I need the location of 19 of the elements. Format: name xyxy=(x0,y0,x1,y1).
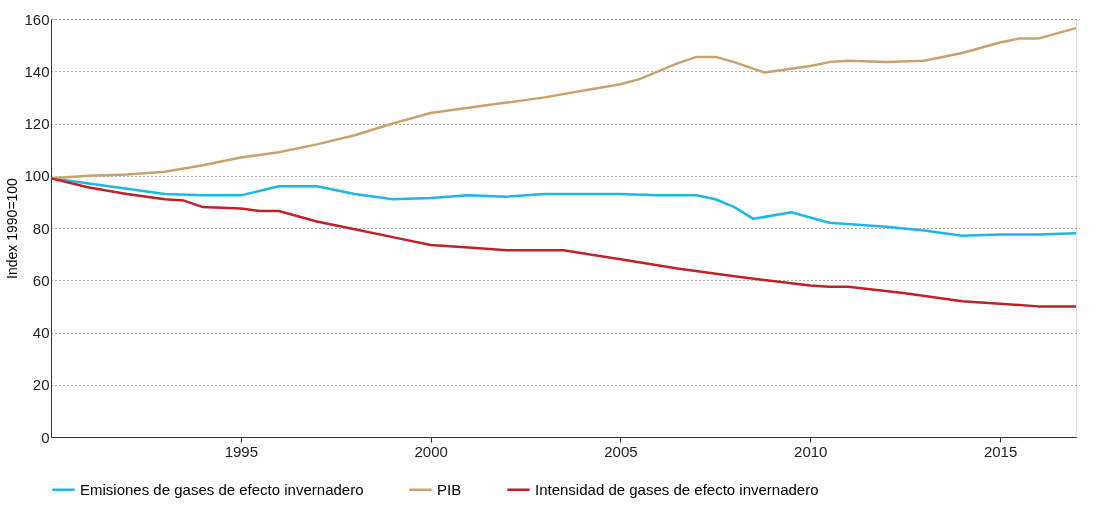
legend-label: PIB xyxy=(437,480,462,498)
x-tick-label: 2005 xyxy=(604,442,638,460)
y-tick-label: 140 xyxy=(24,62,50,80)
legend-label: Intensidad de gases de efecto invernadero xyxy=(535,480,819,498)
y-axis-title: Index 1990=100 xyxy=(4,177,21,279)
x-tick-label: 1995 xyxy=(224,442,258,460)
line-series xyxy=(49,177,1078,308)
y-tick-label: 80 xyxy=(32,219,50,237)
legend-label: Emisiones de gases de efecto invernadero xyxy=(80,480,364,498)
y-tick-label: 100 xyxy=(24,167,50,185)
y-tick-label: 0 xyxy=(41,428,50,446)
x-tick-label: 2000 xyxy=(414,442,448,460)
x-tick-label: 2015 xyxy=(983,442,1018,460)
x-tick-label: 2010 xyxy=(794,442,828,460)
y-tick-label: 40 xyxy=(32,324,50,341)
y-tick-label: 120 xyxy=(24,115,50,132)
y-tick-label: 60 xyxy=(32,271,50,289)
y-tick-label: 20 xyxy=(32,376,50,394)
y-tick-label: 160 xyxy=(24,10,50,28)
